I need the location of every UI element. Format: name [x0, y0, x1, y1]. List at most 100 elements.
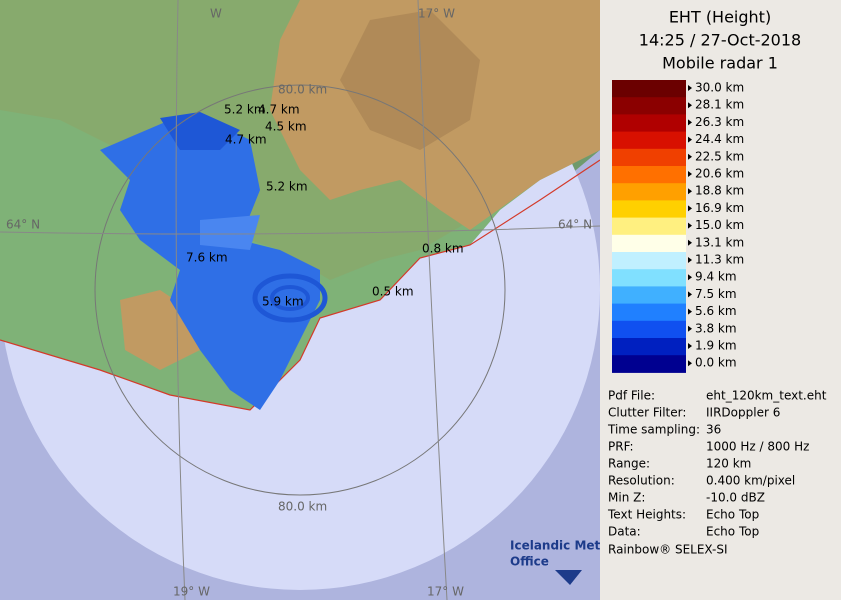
echo-label: 0.8 km	[422, 242, 464, 256]
scale-band	[612, 200, 686, 219]
scale-label: 0.0 km	[695, 356, 737, 370]
info-value: 1000 Hz / 800 Hz	[706, 440, 809, 454]
scale-tick	[688, 153, 692, 160]
scale-band	[612, 252, 686, 270]
scale-band	[612, 338, 686, 356]
scale-tick	[688, 308, 692, 315]
echo-label: 5.2 km	[224, 103, 266, 117]
glacier-area	[340, 10, 480, 150]
info-value: 0.400 km/pixel	[706, 474, 795, 488]
lon-label: 19° W	[173, 585, 210, 599]
panel-title: 14:25 / 27-Oct-2018	[639, 31, 801, 50]
logo-mark	[555, 570, 582, 585]
scale-label: 26.3 km	[695, 115, 744, 129]
scale-band	[612, 355, 686, 373]
scale-label: 15.0 km	[695, 218, 744, 232]
scale-label: 13.1 km	[695, 235, 744, 249]
scale-label: 28.1 km	[695, 98, 744, 112]
echo-label: 4.7 km	[258, 103, 300, 117]
scale-band	[612, 131, 686, 150]
scale-tick	[688, 205, 692, 212]
scale-band	[612, 303, 686, 322]
meridian	[417, 0, 448, 600]
echo-label: 5.9 km	[262, 295, 304, 309]
logo-text: Icelandic Met	[510, 539, 601, 553]
scale-tick	[688, 85, 692, 91]
info-key: Resolution:	[608, 474, 675, 488]
scale-band	[612, 148, 686, 167]
scale-label: 11.3 km	[695, 253, 744, 267]
info-key: Min Z:	[608, 491, 645, 505]
scale-tick	[688, 102, 692, 109]
echo-label: 7.6 km	[186, 251, 228, 265]
echo-label: 0.5 km	[372, 285, 414, 299]
info-value: IIRDoppler 6	[706, 406, 780, 420]
info-key: Pdf File:	[608, 389, 655, 403]
scale-band	[612, 80, 686, 98]
scale-band	[612, 114, 686, 133]
info-value: eht_120km_text.eht	[706, 389, 827, 403]
echo-label: 5.2 km	[266, 180, 308, 194]
scale-band	[612, 97, 686, 115]
scale-label: 22.5 km	[695, 149, 744, 163]
info-value: 36	[706, 423, 721, 437]
scale-tick	[688, 136, 692, 143]
scale-band	[612, 269, 686, 287]
range-ring	[94, 84, 506, 496]
info-key: Time sampling:	[607, 423, 700, 437]
scale-tick	[688, 239, 692, 246]
panel-title: Mobile radar 1	[662, 54, 778, 73]
logo-text: Office	[510, 555, 549, 569]
scale-tick	[688, 343, 692, 349]
scale-tick	[688, 274, 692, 281]
scale-tick	[688, 291, 692, 298]
lat-label: 64° N	[558, 218, 592, 232]
panel-title: EHT (Height)	[669, 8, 771, 27]
range-label: 80.0 km	[278, 500, 327, 514]
lon-label: 17° W	[418, 7, 455, 21]
info-value: -10.0 dBZ	[706, 491, 765, 505]
info-value: 120 km	[706, 457, 751, 471]
lat-label: 64° N	[6, 218, 40, 232]
lon-label: W	[210, 7, 222, 21]
info-key: Text Heights:	[607, 508, 686, 522]
scale-tick	[688, 171, 692, 177]
info-key: PRF:	[608, 440, 634, 454]
scale-label: 9.4 km	[695, 270, 737, 284]
scale-label: 24.4 km	[695, 132, 744, 146]
scale-band	[612, 217, 686, 236]
echoes	[100, 112, 328, 410]
scale-band	[612, 166, 686, 184]
scale-tick	[688, 360, 692, 367]
info-key: Clutter Filter:	[608, 406, 686, 420]
parallel	[0, 225, 600, 235]
scale-tick	[688, 119, 692, 126]
info-value: Echo Top	[706, 525, 759, 539]
scale-label: 16.9 km	[695, 201, 744, 215]
scale-band	[612, 286, 686, 305]
scale-label: 30.0 km	[695, 81, 744, 95]
echo-label: 4.7 km	[225, 133, 267, 147]
scale-tick	[688, 325, 692, 332]
info-key: Range:	[608, 457, 650, 471]
scale-label: 7.5 km	[695, 287, 737, 301]
scale-label: 3.8 km	[695, 321, 737, 335]
scale-tick	[688, 188, 692, 195]
map: W 17° W 80.0 km 80.0 km 64° N 64° N 19° W 17° W…	[0, 0, 601, 600]
scale-tick	[688, 222, 692, 229]
footer: Rainbow® SELEX-SI	[608, 543, 728, 557]
info-value: Echo Top	[706, 508, 759, 522]
meridian	[175, 0, 186, 600]
scale-label: 20.6 km	[695, 167, 744, 181]
echo-label: 4.5 km	[265, 120, 307, 134]
scale-label: 18.8 km	[695, 184, 744, 198]
scale-tick	[688, 257, 692, 263]
lon-label: 17° W	[427, 585, 464, 599]
scale-label: 1.9 km	[695, 339, 737, 353]
info-key: Data:	[608, 525, 641, 539]
scale-band	[612, 234, 686, 253]
scale-label: 5.6 km	[695, 304, 737, 318]
scale-band	[612, 320, 686, 339]
